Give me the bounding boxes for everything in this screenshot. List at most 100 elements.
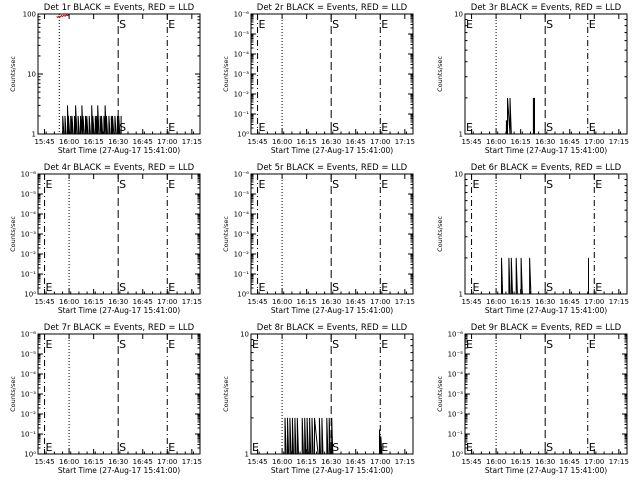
x-axis-label: Start Time (27-Aug-17 15:41:00)	[485, 306, 607, 315]
y-tick-label: 10⁻⁶	[448, 331, 464, 339]
x-axis-label: Start Time (27-Aug-17 15:41:00)	[58, 306, 180, 315]
x-tick-label: 17:00	[157, 298, 177, 306]
x-tick-label: 16:45	[560, 138, 580, 146]
y-tick-label: 10⁻³	[234, 71, 250, 79]
x-tick-label: 16:45	[133, 298, 153, 306]
y-tick-label: 10⁻¹	[448, 431, 464, 439]
y-tick-label: 10⁻⁴	[234, 211, 250, 219]
x-tick-label: 17:00	[157, 138, 177, 146]
y-tick-label: 1	[459, 131, 463, 139]
marker-label-E-bottom: E	[381, 441, 388, 454]
marker-label-E-top: E	[168, 338, 175, 351]
chart-panel-5: Det 5r BLACK = Events, RED = LLD E E S S E E 10…	[222, 163, 415, 315]
x-tick-label: 16:30	[535, 298, 555, 306]
chart-title: Det 2r BLACK = Events, RED = LLD	[257, 3, 408, 13]
x-axis-label: Start Time (27-Aug-17 15:41:00)	[485, 146, 607, 155]
x-tick-label: 16:00	[486, 458, 506, 466]
marker-label-E-bottom: E	[589, 441, 596, 454]
marker-label-E-bottom: E	[168, 121, 175, 134]
chart-title: Det 4r BLACK = Events, RED = LLD	[44, 163, 195, 173]
y-tick-label: 10⁻³	[448, 391, 464, 399]
marker-label-S-bottom: S	[119, 441, 126, 454]
plot-frame	[250, 333, 414, 455]
marker-label-E-top: E	[466, 18, 473, 31]
y-tick-label: 1	[459, 291, 463, 299]
marker-label-E-bottom: E	[46, 441, 53, 454]
x-tick-label: 16:00	[59, 138, 79, 146]
y-axis-label: Counts/sec	[222, 216, 230, 252]
x-tick-label: 17:15	[395, 138, 415, 146]
y-tick-label: 10⁻⁶	[234, 171, 250, 179]
marker-label-S-bottom: S	[546, 121, 553, 134]
marker-label-E-top: E	[168, 178, 175, 191]
y-tick-label: 10⁻³	[234, 231, 250, 239]
x-axis-label: Start Time (27-Aug-17 15:41:00)	[58, 466, 180, 475]
x-tick-label: 15:45	[247, 138, 267, 146]
chart-title: Det 7r BLACK = Events, RED = LLD	[44, 323, 195, 333]
marker-label-S-top: S	[332, 178, 339, 191]
y-tick-label: 10⁻⁶	[21, 331, 37, 339]
marker-label-E-top: E	[466, 338, 473, 351]
y-tick-label: 10⁻⁶	[234, 11, 250, 19]
marker-label-S-bottom: S	[332, 441, 339, 454]
marker-label-S-bottom: S	[546, 441, 553, 454]
x-axis-label: Start Time (27-Aug-17 15:41:00)	[271, 146, 393, 155]
x-tick-label: 16:15	[511, 458, 531, 466]
marker-label-E-bottom: E	[259, 281, 266, 294]
chart-panel-3: Det 3r BLACK = Events, RED = LLDEESSEE11…	[436, 3, 629, 155]
y-tick-label: 10⁻⁵	[234, 191, 250, 199]
y-tick-label: 10⁻⁵	[21, 191, 37, 199]
x-tick-label: 16:15	[84, 138, 104, 146]
chart-title: Det 5r BLACK = Events, RED = LLD	[257, 163, 408, 173]
x-tick-label: 16:15	[84, 458, 104, 466]
y-tick-label: 10⁻³	[21, 231, 37, 239]
x-tick-label: 16:45	[346, 138, 366, 146]
events-series	[505, 97, 535, 135]
x-tick-label: 16:00	[59, 298, 79, 306]
x-axis-label: Start Time (27-Aug-17 15:41:00)	[271, 306, 393, 315]
marker-label-E-bottom: E	[252, 441, 259, 454]
marker-label-E-top: E	[259, 178, 266, 191]
x-tick-label: 16:30	[321, 298, 341, 306]
chart-title: Det 3r BLACK = Events, RED = LLD	[471, 3, 622, 13]
marker-label-E-top: E	[168, 18, 175, 31]
x-tick-label: 15:45	[461, 138, 481, 146]
chart-panel-4: Det 4r BLACK = Events, RED = LLD E E S S E E 10…	[9, 163, 202, 315]
events-series	[283, 417, 383, 455]
chart-panel-8: Det 8r BLACK = Events, RED = LLDEESSEE11…	[222, 323, 415, 475]
x-tick-label: 16:45	[560, 458, 580, 466]
chart-panel-9: Det 9r BLACK = Events, RED = LLDEESSEE10…	[436, 323, 629, 475]
marker-label-E-bottom: E	[595, 281, 602, 294]
plot-frame	[464, 173, 628, 295]
marker-label-E-bottom: E	[466, 441, 473, 454]
chart-panel-6: Det 6r BLACK = Events, RED = LLDEESSEE11…	[436, 163, 629, 315]
y-tick-label: 10⁻¹	[234, 271, 250, 279]
y-axis-label: Counts/sec	[9, 56, 17, 92]
y-tick-label: 10⁻²	[448, 411, 464, 419]
x-tick-label: 15:45	[247, 298, 267, 306]
x-tick-label: 16:00	[59, 458, 79, 466]
x-tick-label: 17:00	[370, 298, 390, 306]
x-tick-label: 16:30	[321, 138, 341, 146]
plot-frame	[250, 173, 414, 295]
y-tick-label: 10⁻³	[21, 391, 37, 399]
x-tick-label: 17:00	[157, 458, 177, 466]
chart-title: Det 1r BLACK = Events, RED = LLD	[44, 3, 195, 13]
y-axis-label: Counts/sec	[9, 216, 17, 252]
x-tick-label: 16:00	[272, 298, 292, 306]
x-tick-label: 16:15	[297, 298, 317, 306]
marker-label-E-bottom: E	[473, 281, 480, 294]
marker-label-S-top: S	[119, 338, 126, 351]
y-tick-label: 10⁰	[237, 131, 249, 139]
x-tick-label: 16:15	[84, 298, 104, 306]
plot-frame	[37, 333, 201, 455]
x-axis-label: Start Time (27-Aug-17 15:41:00)	[271, 466, 393, 475]
x-tick-label: 16:00	[486, 298, 506, 306]
x-tick-label: 15:45	[34, 138, 54, 146]
x-axis-label: Start Time (27-Aug-17 15:41:00)	[58, 146, 180, 155]
marker-label-E-top: E	[381, 18, 388, 31]
y-tick-label: 10⁻⁵	[234, 31, 250, 39]
marker-label-E-top: E	[259, 18, 266, 31]
y-tick-label: 10⁻¹	[21, 431, 37, 439]
